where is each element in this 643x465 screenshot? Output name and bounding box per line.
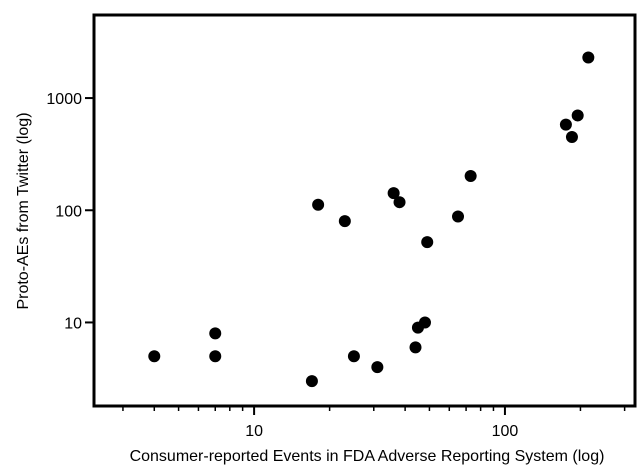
x-minor-ticks (122, 406, 626, 411)
y-tick-label: 100 (55, 203, 82, 220)
plot-frame (92, 13, 637, 408)
data-point (338, 215, 351, 228)
data-point (387, 187, 400, 200)
x-tick-label: 100 (492, 423, 519, 440)
x-major-ticks: 10 100 (245, 406, 518, 440)
y-tick-label: 10 (64, 315, 82, 332)
data-points (148, 51, 595, 388)
data-point (421, 236, 434, 249)
x-tick-label: 10 (245, 423, 263, 440)
data-point (418, 316, 431, 329)
data-point (409, 341, 422, 354)
y-axis-label: Proto-AEs from Twitter (log) (15, 112, 32, 309)
data-point (209, 350, 222, 363)
data-point (347, 350, 360, 363)
data-point (393, 196, 406, 209)
data-point (571, 109, 584, 122)
x-axis-label: Consumer-reported Events in FDA Adverse … (130, 448, 605, 465)
data-point (305, 375, 318, 388)
data-point (565, 130, 578, 143)
data-point (312, 198, 325, 211)
data-point (148, 350, 161, 363)
data-point (464, 169, 477, 182)
y-tick-label: 1000 (46, 91, 82, 108)
data-point (452, 210, 465, 223)
data-point (371, 361, 384, 374)
data-point (209, 327, 222, 340)
y-major-ticks: 10 100 1000 (46, 91, 94, 332)
data-point (559, 118, 572, 131)
data-point (582, 51, 595, 64)
